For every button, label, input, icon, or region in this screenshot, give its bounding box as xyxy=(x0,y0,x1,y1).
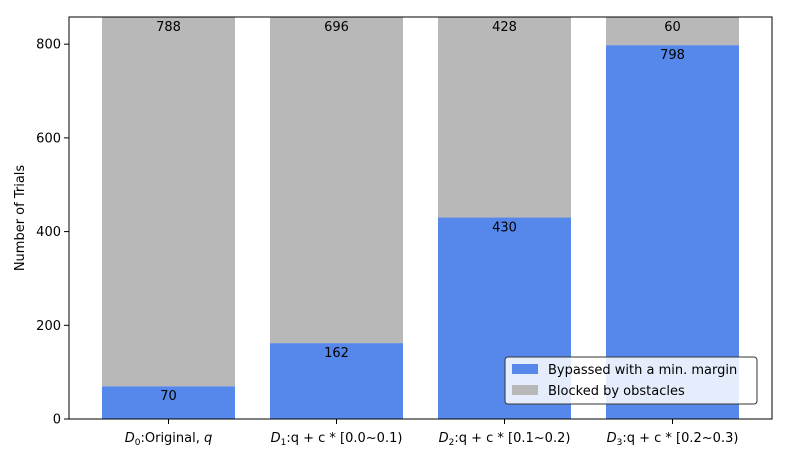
x-tick-label: D1:q + c * [0.0~0.1) xyxy=(271,431,403,448)
plot-frame xyxy=(68,16,773,420)
legend-swatch-blocked xyxy=(512,385,538,395)
data-label-bypassed: 70 xyxy=(160,389,177,404)
y-tick-label: 800 xyxy=(36,38,61,53)
legend-label-blocked: Blocked by obstacles xyxy=(548,384,685,399)
data-labels-layer: 70 788 162 696 430 428 798 60 xyxy=(156,20,685,404)
data-label-bypassed: 430 xyxy=(492,221,517,236)
data-label-bypassed: 798 xyxy=(660,48,685,63)
y-tick-label: 600 xyxy=(36,131,61,146)
data-label-blocked: 428 xyxy=(492,20,517,35)
x-axis: D0:Original, q D1:q + c * [0.0~0.1) D2:q +… xyxy=(125,419,739,448)
data-label-blocked: 696 xyxy=(324,20,349,35)
legend-label-bypassed: Bypassed with a min. margin xyxy=(548,363,737,378)
legend-box xyxy=(504,356,758,405)
bar-bypassed xyxy=(102,386,235,419)
legend: Bypassed with a min. margin Blocked by o… xyxy=(504,356,758,405)
bar-blocked xyxy=(606,17,739,46)
data-label-blocked: 788 xyxy=(156,20,181,35)
y-tick-label: 400 xyxy=(36,225,61,240)
bar-blocked xyxy=(438,17,571,218)
y-axis-label: Number of Trials xyxy=(13,165,28,272)
bar-bypassed xyxy=(270,343,403,419)
bar-blocked xyxy=(102,17,235,387)
bar-blocked xyxy=(270,17,403,344)
y-tick-label: 0 xyxy=(53,413,61,428)
data-label-blocked: 60 xyxy=(664,20,681,35)
legend-swatch-bypassed xyxy=(512,364,538,374)
data-label-bypassed: 162 xyxy=(324,346,349,361)
x-tick-label: D0:Original, q xyxy=(125,431,213,448)
y-axis: 0 200 400 600 800 xyxy=(36,38,69,428)
x-tick-label: D3:q + c * [0.2~0.3) xyxy=(607,431,739,448)
x-tick-label: D2:q + c * [0.1~0.2) xyxy=(439,431,571,448)
y-tick-label: 200 xyxy=(36,319,61,334)
